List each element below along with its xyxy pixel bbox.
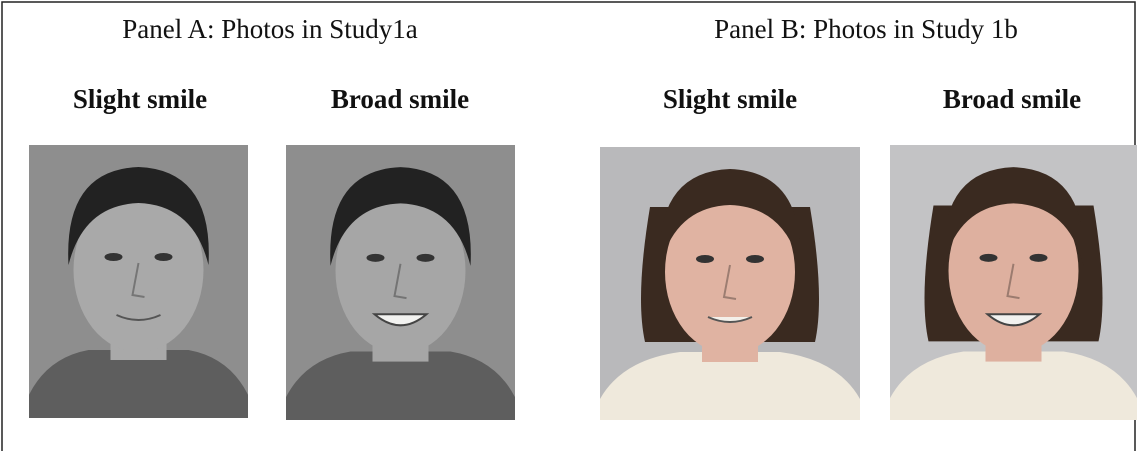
mouth — [984, 313, 1043, 327]
shoulders — [286, 351, 515, 420]
eye — [979, 253, 998, 262]
mouth — [371, 313, 430, 327]
photo-content — [286, 167, 515, 420]
eye — [154, 253, 173, 261]
mouth — [707, 316, 753, 323]
panel-title: Panel A: Photos in Study1a — [122, 14, 418, 44]
nose — [1006, 263, 1020, 300]
photo-label: Slight smile — [663, 84, 797, 114]
eye — [366, 253, 385, 262]
eye — [746, 255, 764, 263]
photo — [600, 147, 860, 420]
photo-label: Broad smile — [331, 84, 469, 114]
eye — [416, 253, 435, 262]
shoulders — [890, 351, 1137, 420]
photo-content — [890, 167, 1137, 420]
nose — [722, 264, 737, 300]
face — [335, 188, 466, 354]
photo — [890, 145, 1137, 420]
shoulders — [600, 352, 860, 420]
eye — [104, 253, 123, 261]
eye — [1029, 253, 1048, 262]
eye — [696, 255, 714, 263]
face — [73, 188, 204, 352]
mouth — [116, 314, 161, 321]
photo — [286, 145, 515, 420]
nose — [393, 263, 407, 300]
hair — [330, 167, 471, 266]
hair — [943, 167, 1084, 266]
photo-label: Broad smile — [943, 84, 1081, 114]
panel-title: Panel B: Photos in Study 1b — [714, 14, 1018, 44]
photos — [29, 145, 1137, 420]
nose — [131, 262, 145, 298]
hair — [659, 169, 801, 267]
face — [948, 188, 1079, 354]
photo — [29, 145, 248, 418]
photo-content — [600, 169, 860, 420]
hair — [68, 167, 209, 265]
photo-content — [29, 167, 248, 418]
shoulders — [29, 350, 248, 418]
face — [665, 190, 795, 354]
photo-label: Slight smile — [73, 84, 207, 114]
